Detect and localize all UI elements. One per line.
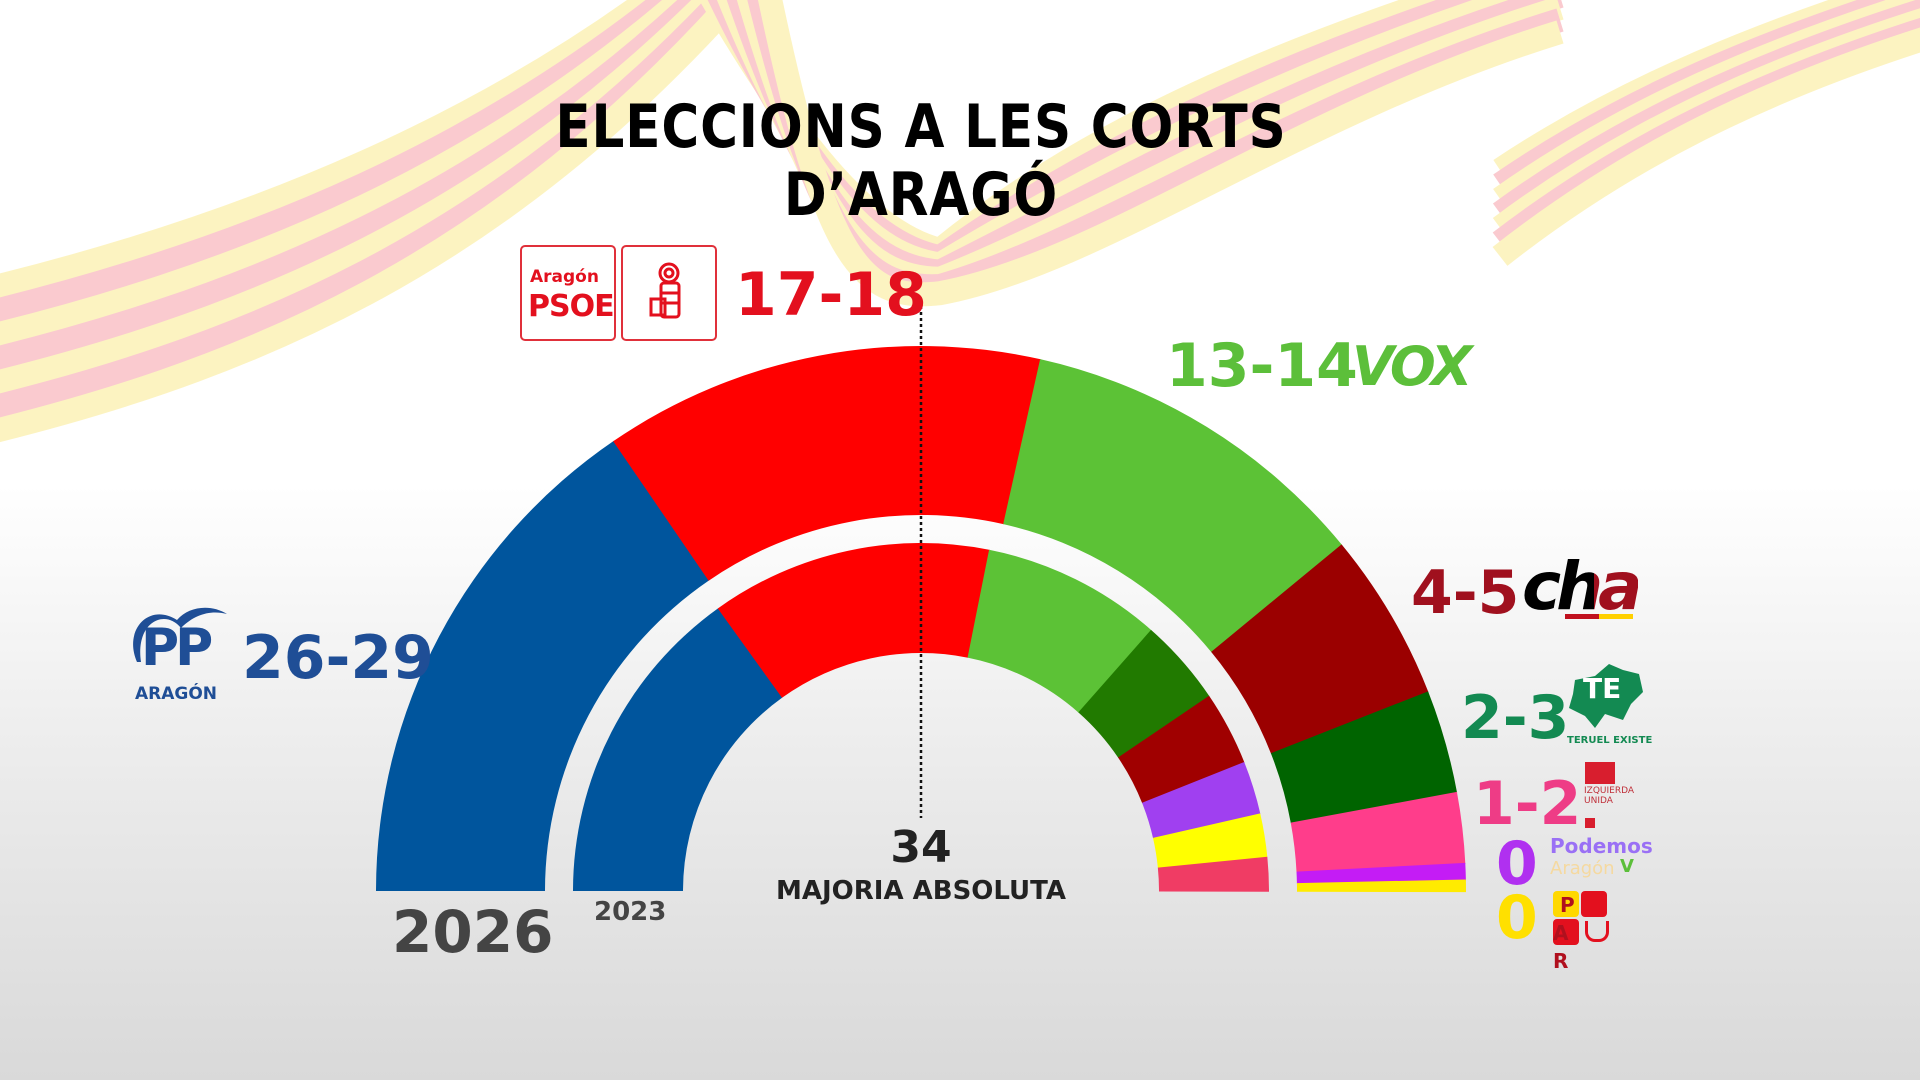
podemos-range: 0 bbox=[1496, 829, 1538, 899]
cha-logo-stripe bbox=[1565, 614, 1633, 619]
vox-range: 13-14 bbox=[1166, 331, 1358, 401]
podemos-logo-line1: Podemos bbox=[1550, 834, 1653, 858]
psoe-logo-main: PSOE bbox=[528, 289, 615, 324]
chart-title-line1: ELECCIONS A LES CORTS bbox=[555, 92, 1287, 162]
seat-segment-2023-cha bbox=[1118, 695, 1245, 804]
seat-segment-2023-iu bbox=[1157, 856, 1269, 892]
te-logo-sub: TERUEL EXISTE bbox=[1567, 735, 1653, 746]
te-logo-text: TE bbox=[1583, 672, 1622, 705]
pp-range: 26-29 bbox=[242, 623, 434, 693]
seat-segment-2023-teruel-existe bbox=[1078, 629, 1210, 758]
ribbon-stripe bbox=[0, 0, 668, 299]
podemos-logo-line2: Aragón bbox=[1550, 858, 1615, 879]
par-range: 0 bbox=[1496, 883, 1538, 953]
teruel-existe-map-icon bbox=[1569, 664, 1643, 728]
seat-segment-2023-psoe bbox=[717, 543, 990, 698]
seat-segment-2026-vox bbox=[1003, 359, 1343, 653]
iu-logo-line2: UNIDA bbox=[1584, 796, 1613, 806]
inner-ring-label: 2023 bbox=[594, 897, 667, 927]
pp-logo-sub: ARAGÓN bbox=[135, 684, 218, 704]
par-logo-square-a bbox=[1581, 891, 1607, 917]
seat-segment-2026-cha bbox=[1211, 544, 1429, 754]
ribbon-stripe bbox=[0, 0, 726, 395]
majority-label: MAJORIA ABSOLUTA bbox=[776, 876, 1066, 906]
par-logo-hand-icon bbox=[1585, 921, 1609, 942]
pp-logo-text: PP bbox=[141, 618, 213, 678]
ribbon-stripe bbox=[0, 0, 750, 443]
te-range: 2-3 bbox=[1461, 683, 1570, 753]
pp-logo: PP ARAGÓN bbox=[119, 600, 229, 706]
cha-range: 4-5 bbox=[1411, 558, 1520, 628]
ribbon-stripe bbox=[1492, 27, 1920, 266]
cha-logo: cha bbox=[1522, 548, 1643, 625]
ribbon-stripe bbox=[0, 0, 699, 347]
iu-range: 1-2 bbox=[1473, 769, 1582, 839]
par-logo: PAR bbox=[1553, 891, 1609, 973]
seat-segment-2023-vox bbox=[967, 549, 1152, 713]
vox-logo: VOX bbox=[1352, 335, 1472, 398]
par-logo-square-r bbox=[1553, 919, 1579, 945]
ribbon-stripe bbox=[0, 0, 684, 323]
ribbon-stripe bbox=[757, 0, 1564, 307]
verdes-icon: V bbox=[1620, 856, 1634, 877]
iu-logo-line1: IZQUIERDA bbox=[1584, 786, 1635, 796]
iu-logo-text: IZQUIERDA UNIDA bbox=[1584, 786, 1634, 806]
seat-segment-2026-iu bbox=[1290, 791, 1466, 873]
chart-title-line2: D’ARAGÓ bbox=[783, 160, 1059, 230]
seat-segment-2023-podemos bbox=[1142, 761, 1261, 839]
seat-segment-2026-podemos bbox=[1296, 862, 1466, 884]
sumar-icon bbox=[1585, 818, 1595, 828]
par-logo-letters: PAR bbox=[1553, 893, 1589, 973]
seat-segment-2023-par bbox=[1152, 813, 1268, 869]
psoe-range: 17-18 bbox=[735, 260, 927, 330]
seat-segment-2023-pp bbox=[573, 608, 783, 891]
psoe-logo: Aragón PSOE bbox=[520, 245, 616, 341]
iu-logo-box bbox=[1585, 762, 1615, 784]
psoe-logo-top: Aragón bbox=[530, 267, 599, 287]
seat-segment-2026-pp bbox=[376, 440, 710, 891]
seat-segment-2026-psoe bbox=[613, 345, 1042, 581]
seat-segment-2026-teruel-existe bbox=[1270, 691, 1458, 824]
psoe-rose-icon bbox=[621, 245, 717, 341]
outer-ring-label: 2026 bbox=[392, 898, 554, 966]
majority-value: 34 bbox=[890, 822, 952, 873]
seat-segment-2026-par bbox=[1296, 879, 1466, 893]
par-logo-square-p bbox=[1553, 891, 1579, 917]
